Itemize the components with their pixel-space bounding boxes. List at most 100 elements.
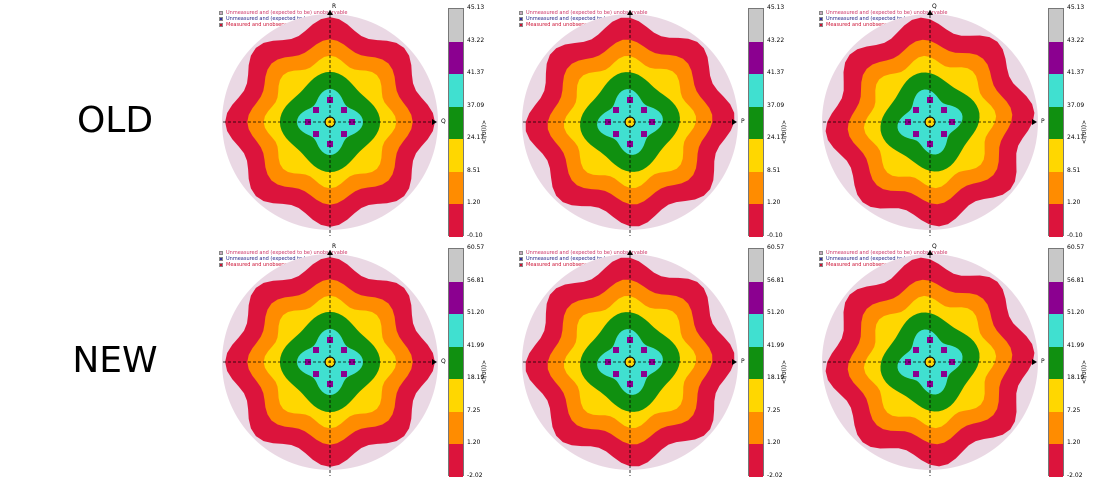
legend-item: Unmeasured and (expected to be) observab… <box>819 16 947 22</box>
colorbar-tick-label: 8.51 <box>1067 166 1081 174</box>
spot-purple <box>327 141 333 147</box>
legend-item: Unmeasured and (expected to be) unobserv… <box>219 250 347 256</box>
spot-purple <box>613 131 619 137</box>
colorbar-tick-label: 7.25 <box>767 406 781 414</box>
colorbar-tick-label: 8.51 <box>467 166 481 174</box>
colorbar-tick-label: 41.37 <box>467 69 485 77</box>
colorbar-unit-label: <I/σ(I)> <box>1081 359 1088 384</box>
colorbar-tick-label: 60.57 <box>767 244 785 251</box>
colorbar-tick-label: 41.99 <box>767 341 785 349</box>
spot-purple <box>341 347 347 353</box>
spot-purple <box>613 371 619 377</box>
legend-item: Measured and unobserved <box>519 22 647 28</box>
legend-item: Unmeasured and (expected to be) unobserv… <box>819 10 947 16</box>
colorbar-tick-label: 7.25 <box>467 406 481 414</box>
vertical-axis-label: R <box>332 3 337 10</box>
vertical-axis-label: Q <box>932 243 937 250</box>
colorbar-segment <box>749 346 763 380</box>
spot-purple <box>913 107 919 113</box>
colorbar <box>1048 248 1064 477</box>
colorbar-tick-label: 43.22 <box>767 36 785 44</box>
colorbar-tick-label: 24.17 <box>467 134 485 142</box>
heatmap-plot <box>522 10 738 236</box>
legend-item: Unmeasured and (expected to be) unobserv… <box>519 10 647 16</box>
legend-swatch <box>519 23 523 27</box>
legend-swatch <box>519 17 523 21</box>
legend-swatch <box>219 17 223 21</box>
axis-arrow-icon <box>927 10 933 15</box>
legend: Unmeasured and (expected to be) unobserv… <box>219 10 347 28</box>
colorbar-tick-label: 45.13 <box>467 4 485 11</box>
colorbar-segment <box>749 444 763 477</box>
colorbar-tick-label: 43.22 <box>467 36 485 44</box>
colorbar-segment <box>1049 411 1063 445</box>
colorbar-segment <box>449 139 463 172</box>
colorbar-tick-label: -2.02 <box>467 472 483 479</box>
colorbar-segment <box>749 171 763 205</box>
heatmap-panel: Unmeasured and (expected to be) unobserv… <box>205 3 488 244</box>
spot-purple <box>341 371 347 377</box>
heatmap-plot <box>822 250 1038 476</box>
heatmap-plot <box>222 10 438 236</box>
axis-arrow-icon <box>432 359 437 365</box>
legend-item: Measured and unobserved <box>219 262 347 268</box>
colorbar-segment <box>449 9 463 42</box>
colorbar-segment <box>749 411 763 445</box>
legend-swatch <box>819 257 823 261</box>
colorbar-tick-label: 41.99 <box>1067 341 1085 349</box>
colorbar <box>748 248 764 477</box>
colorbar-segment <box>749 249 763 282</box>
legend-item: Measured and unobserved <box>819 262 947 268</box>
colorbar-segment <box>1049 281 1063 315</box>
legend-item: Measured and unobserved <box>519 262 647 268</box>
axis-arrow-icon <box>627 250 633 255</box>
spot-purple <box>341 131 347 137</box>
colorbar-tick-label: 1.20 <box>1067 199 1081 207</box>
legend-swatch <box>519 251 523 255</box>
legend-label: Measured and unobserved <box>226 262 293 268</box>
colorbar-segment <box>749 106 763 140</box>
legend-label: Unmeasured and (expected to be) observab… <box>826 16 942 22</box>
colorbar-segment <box>449 281 463 315</box>
legend-label: Unmeasured and (expected to be) unobserv… <box>226 10 348 16</box>
colorbar-unit-label: <I/σ(I)> <box>781 119 788 144</box>
colorbar-segment <box>449 249 463 282</box>
colorbar-tick-label: 37.09 <box>1067 101 1085 109</box>
axis-arrow-icon <box>432 119 437 125</box>
vertical-axis-label: Q <box>932 3 937 10</box>
spot-purple <box>313 371 319 377</box>
colorbar-segment <box>449 171 463 205</box>
axis-arrow-icon <box>732 119 737 125</box>
colorbar-tick-label: 7.25 <box>1067 406 1081 414</box>
colorbar-segment <box>449 379 463 412</box>
legend-item: Unmeasured and (expected to be) observab… <box>819 256 947 262</box>
colorbar-tick-label: 45.13 <box>1067 4 1085 11</box>
axis-arrow-icon <box>927 250 933 255</box>
legend-swatch <box>219 257 223 261</box>
legend-item: Unmeasured and (expected to be) observab… <box>519 16 647 22</box>
colorbar-tick-label: 51.20 <box>767 309 785 317</box>
colorbar-segment <box>449 314 463 347</box>
colorbar-tick-label: 18.19 <box>767 374 785 382</box>
colorbar-tick-label: -0.10 <box>1067 232 1083 239</box>
spot-purple <box>641 347 647 353</box>
spot-purple <box>949 119 955 125</box>
legend-swatch <box>219 263 223 267</box>
colorbar-unit-label: <I/σ(I)> <box>781 359 788 384</box>
legend-label: Measured and unobserved <box>226 22 293 28</box>
legend-label: Unmeasured and (expected to be) observab… <box>226 256 342 262</box>
colorbar-segment <box>449 106 463 140</box>
colorbar-tick-label: 41.37 <box>767 69 785 77</box>
colorbar-segment <box>749 379 763 412</box>
row-label-old: OLD <box>76 100 154 141</box>
legend-swatch <box>819 251 823 255</box>
legend-item: Measured and unobserved <box>819 22 947 28</box>
legend-label: Unmeasured and (expected to be) unobserv… <box>526 10 648 16</box>
colorbar-segment <box>1049 314 1063 347</box>
legend: Unmeasured and (expected to be) unobserv… <box>219 250 347 268</box>
legend-swatch <box>219 251 223 255</box>
legend-item: Unmeasured and (expected to be) unobserv… <box>819 250 947 256</box>
colorbar-tick-label: -0.10 <box>767 232 783 239</box>
colorbar-tick-label: 1.20 <box>467 199 481 207</box>
legend-swatch <box>819 23 823 27</box>
